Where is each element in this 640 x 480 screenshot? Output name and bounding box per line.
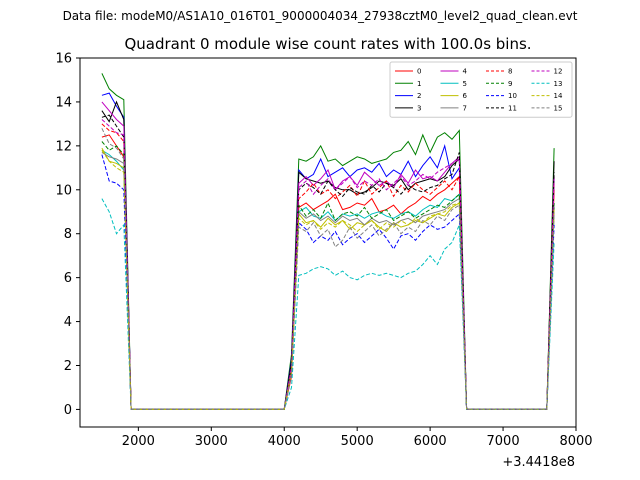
x-axis-offset-label: +3.4418e8: [502, 455, 575, 470]
x-tick-label: 5000: [341, 434, 374, 449]
legend-label-5: 5: [463, 80, 467, 88]
series-line-13: [101, 198, 555, 410]
y-tick-label: 14: [55, 95, 72, 110]
y-tick-label: 0: [64, 403, 72, 418]
y-tick-label: 16: [55, 52, 72, 67]
y-tick-label: 8: [64, 227, 72, 242]
legend-label-2: 2: [417, 92, 421, 100]
y-tick-label: 6: [64, 271, 72, 286]
x-tick-label: 2000: [122, 434, 155, 449]
axes-frame: [79, 57, 577, 428]
x-tick-label: 8000: [559, 434, 592, 449]
legend-label-8: 8: [508, 68, 512, 76]
legend-label-9: 9: [508, 80, 512, 88]
plot-area: [101, 73, 555, 410]
legend-label-7: 7: [463, 104, 467, 112]
x-tick-label: 4000: [268, 434, 301, 449]
chart-title: Quadrant 0 module wise count rates with …: [124, 35, 531, 53]
x-tick-label: 6000: [414, 434, 447, 449]
series-line-14: [101, 150, 555, 410]
legend-label-6: 6: [463, 92, 468, 100]
legend-label-11: 11: [508, 104, 517, 112]
legend-label-15: 15: [554, 104, 563, 112]
x-tick-label: 7000: [487, 434, 520, 449]
legend-label-14: 14: [554, 92, 563, 100]
axis-ticks: 2000 3000 4000 5000 6000 7000 8000024681012141…: [55, 52, 592, 450]
legend-box: [389, 61, 573, 118]
legend-label-3: 3: [417, 104, 421, 112]
figure-supertitle: Data file: modeM0/AS1A10_016T01_90000040…: [63, 9, 578, 23]
y-tick-label: 12: [55, 139, 72, 154]
legend-label-0: 0: [417, 68, 421, 76]
legend-label-4: 4: [463, 68, 468, 76]
y-tick-label: 10: [55, 183, 72, 198]
y-tick-label: 2: [64, 359, 72, 374]
legend-label-1: 1: [417, 80, 421, 88]
legend-label-10: 10: [508, 92, 517, 100]
legend-label-13: 13: [554, 80, 563, 88]
x-tick-label: 3000: [195, 434, 228, 449]
y-tick-label: 4: [64, 315, 72, 330]
legend-label-12: 12: [554, 68, 563, 76]
